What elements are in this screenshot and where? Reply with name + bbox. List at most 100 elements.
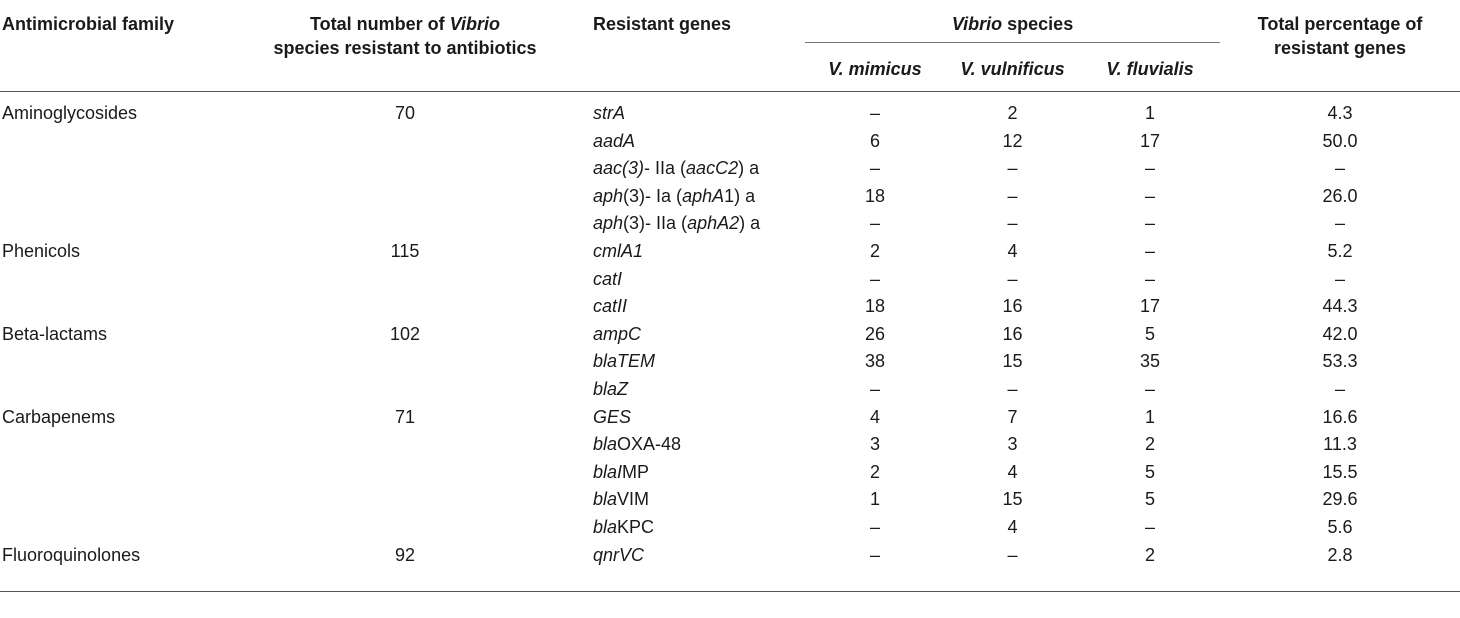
gene-cell: blaKPC bbox=[575, 514, 805, 542]
family-cell: Carbapenems bbox=[2, 406, 116, 427]
table-row: Aminoglycosides 70 strA – 2 1 4.3 bbox=[0, 92, 1460, 128]
gene-cell: catII bbox=[575, 293, 805, 321]
table-row: Phenicols 115 cmlA1 2 4 – 5.2 bbox=[0, 238, 1460, 266]
table-row: catII 18 16 17 44.3 bbox=[0, 293, 1460, 321]
table-row: blaKPC – 4 – 5.6 bbox=[0, 514, 1460, 542]
family-cell bbox=[0, 459, 235, 487]
total-cell bbox=[235, 210, 575, 238]
percentage-cell: 5.2 bbox=[1327, 240, 1353, 261]
percentage-cell: – bbox=[1335, 268, 1346, 289]
fluvialis-cell: 5 bbox=[1145, 461, 1156, 482]
vulnificus-cell: – bbox=[1007, 378, 1018, 399]
header-v-vulnificus: V. vulnificus bbox=[960, 59, 1065, 79]
fluvialis-cell: 17 bbox=[1140, 296, 1161, 317]
fluvialis-cell: 5 bbox=[1145, 323, 1156, 344]
family-cell bbox=[0, 486, 235, 514]
gene-segment: aacC2 bbox=[686, 158, 739, 179]
family-cell bbox=[0, 266, 235, 294]
gene-segment: aph bbox=[593, 213, 624, 234]
mimicus-cell: – bbox=[869, 516, 880, 537]
mimicus-cell: – bbox=[869, 213, 880, 234]
mimicus-cell: 6 bbox=[869, 130, 880, 151]
gene-cell: aph(3)- Ia (aphA1) a bbox=[575, 183, 805, 211]
vulnificus-cell: – bbox=[1007, 213, 1018, 234]
table-row: aph(3)- Ia (aphA1) a 18 – – 26.0 bbox=[0, 183, 1460, 211]
gene-segment: (3)- Ia ( bbox=[623, 185, 683, 206]
gene-segment: qnrVC bbox=[593, 544, 645, 565]
fluvialis-cell: – bbox=[1145, 185, 1156, 206]
fluvialis-cell: – bbox=[1145, 213, 1156, 234]
table-row: Fluoroquinolones 92 qnrVC – – 2 2.8 bbox=[0, 542, 1460, 592]
mimicus-cell: 18 bbox=[864, 296, 886, 317]
family-cell bbox=[0, 183, 235, 211]
family-cell: Fluoroquinolones bbox=[2, 544, 141, 565]
family-cell bbox=[0, 431, 235, 459]
gene-segment: aac(3) bbox=[593, 158, 645, 179]
total-cell: 115 bbox=[390, 240, 420, 261]
gene-segment: bla bbox=[593, 434, 618, 455]
percentage-cell: – bbox=[1335, 378, 1346, 399]
mimicus-cell: 18 bbox=[864, 185, 886, 206]
vulnificus-cell: 15 bbox=[1002, 489, 1023, 510]
mimicus-cell: – bbox=[869, 103, 880, 123]
vulnificus-cell: 16 bbox=[1002, 296, 1023, 317]
gene-segment: catI bbox=[593, 268, 623, 289]
percentage-cell: 4.3 bbox=[1327, 103, 1353, 123]
total-cell bbox=[235, 266, 575, 294]
header-total-resistant: Total number of Vibrio species resistant… bbox=[273, 14, 537, 58]
vulnificus-cell: – bbox=[1007, 185, 1018, 206]
total-cell bbox=[235, 486, 575, 514]
gene-segment: blaI bbox=[593, 461, 623, 482]
vulnificus-cell: 3 bbox=[1007, 434, 1018, 455]
gene-segment: aphA2 bbox=[687, 213, 740, 234]
family-cell bbox=[0, 376, 235, 404]
gene-segment: bla bbox=[593, 516, 618, 537]
total-cell bbox=[235, 183, 575, 211]
gene-cell: blaTEM bbox=[575, 348, 805, 376]
mimicus-cell: 26 bbox=[864, 323, 886, 344]
gene-segment: GES bbox=[593, 406, 632, 427]
gene-cell: cmlA1 bbox=[575, 238, 805, 266]
total-cell bbox=[235, 459, 575, 487]
table-row: Carbapenems 71 GES 4 7 1 16.6 bbox=[0, 404, 1460, 432]
gene-cell: strA bbox=[575, 92, 805, 128]
vulnificus-cell: 2 bbox=[1007, 103, 1018, 123]
family-cell bbox=[0, 514, 235, 542]
gene-cell: blaVIM bbox=[575, 486, 805, 514]
gene-cell: aph(3)- IIa (aphA2) a bbox=[575, 210, 805, 238]
gene-segment: 1) a bbox=[724, 185, 756, 206]
total-cell bbox=[235, 431, 575, 459]
fluvialis-cell: 17 bbox=[1140, 130, 1161, 151]
gene-segment: (3)- IIa ( bbox=[623, 213, 688, 234]
fluvialis-cell: 5 bbox=[1145, 489, 1156, 510]
gene-segment: aphA bbox=[682, 185, 725, 206]
table-body: Aminoglycosides 70 strA –2 1 4.3 aadA 6 12 17 50.0… bbox=[0, 92, 1460, 592]
total-cell bbox=[235, 348, 575, 376]
table-row: aac(3)- IIa (aacC2) a – – – – bbox=[0, 155, 1460, 183]
gene-segment: ampC bbox=[593, 323, 642, 344]
gene-cell: aac(3)- IIa (aacC2) a bbox=[575, 155, 805, 183]
total-cell: 92 bbox=[394, 544, 416, 565]
header-v-mimicus: V. mimicus bbox=[828, 59, 922, 79]
table-row: blaIMP 2 4 5 15.5 bbox=[0, 459, 1460, 487]
percentage-cell: 29.6 bbox=[1322, 489, 1358, 510]
mimicus-cell: 38 bbox=[864, 351, 886, 372]
family-cell: Aminoglycosides bbox=[2, 103, 138, 123]
gene-segment: OXA-48 bbox=[617, 434, 682, 455]
fluvialis-cell: 35 bbox=[1140, 351, 1161, 372]
header-family: Antimicrobial family bbox=[2, 14, 175, 34]
percentage-cell: 53.3 bbox=[1322, 351, 1358, 372]
mimicus-cell: 4 bbox=[869, 406, 880, 427]
gene-segment: ) a bbox=[739, 213, 761, 234]
header-v-fluvialis: V. fluvialis bbox=[1106, 59, 1194, 79]
fluvialis-cell: 1 bbox=[1145, 406, 1156, 427]
percentage-cell: – bbox=[1335, 158, 1346, 179]
gene-segment: strA bbox=[593, 103, 626, 123]
gene-segment: blaTEM bbox=[593, 351, 656, 372]
gene-segment: bla bbox=[593, 489, 618, 510]
gene-segment: aph bbox=[593, 185, 624, 206]
percentage-cell: 26.0 bbox=[1322, 185, 1358, 206]
percentage-cell: 50.0 bbox=[1322, 130, 1358, 151]
gene-cell: blaOXA-48 bbox=[575, 431, 805, 459]
vulnificus-cell: 16 bbox=[1002, 323, 1023, 344]
